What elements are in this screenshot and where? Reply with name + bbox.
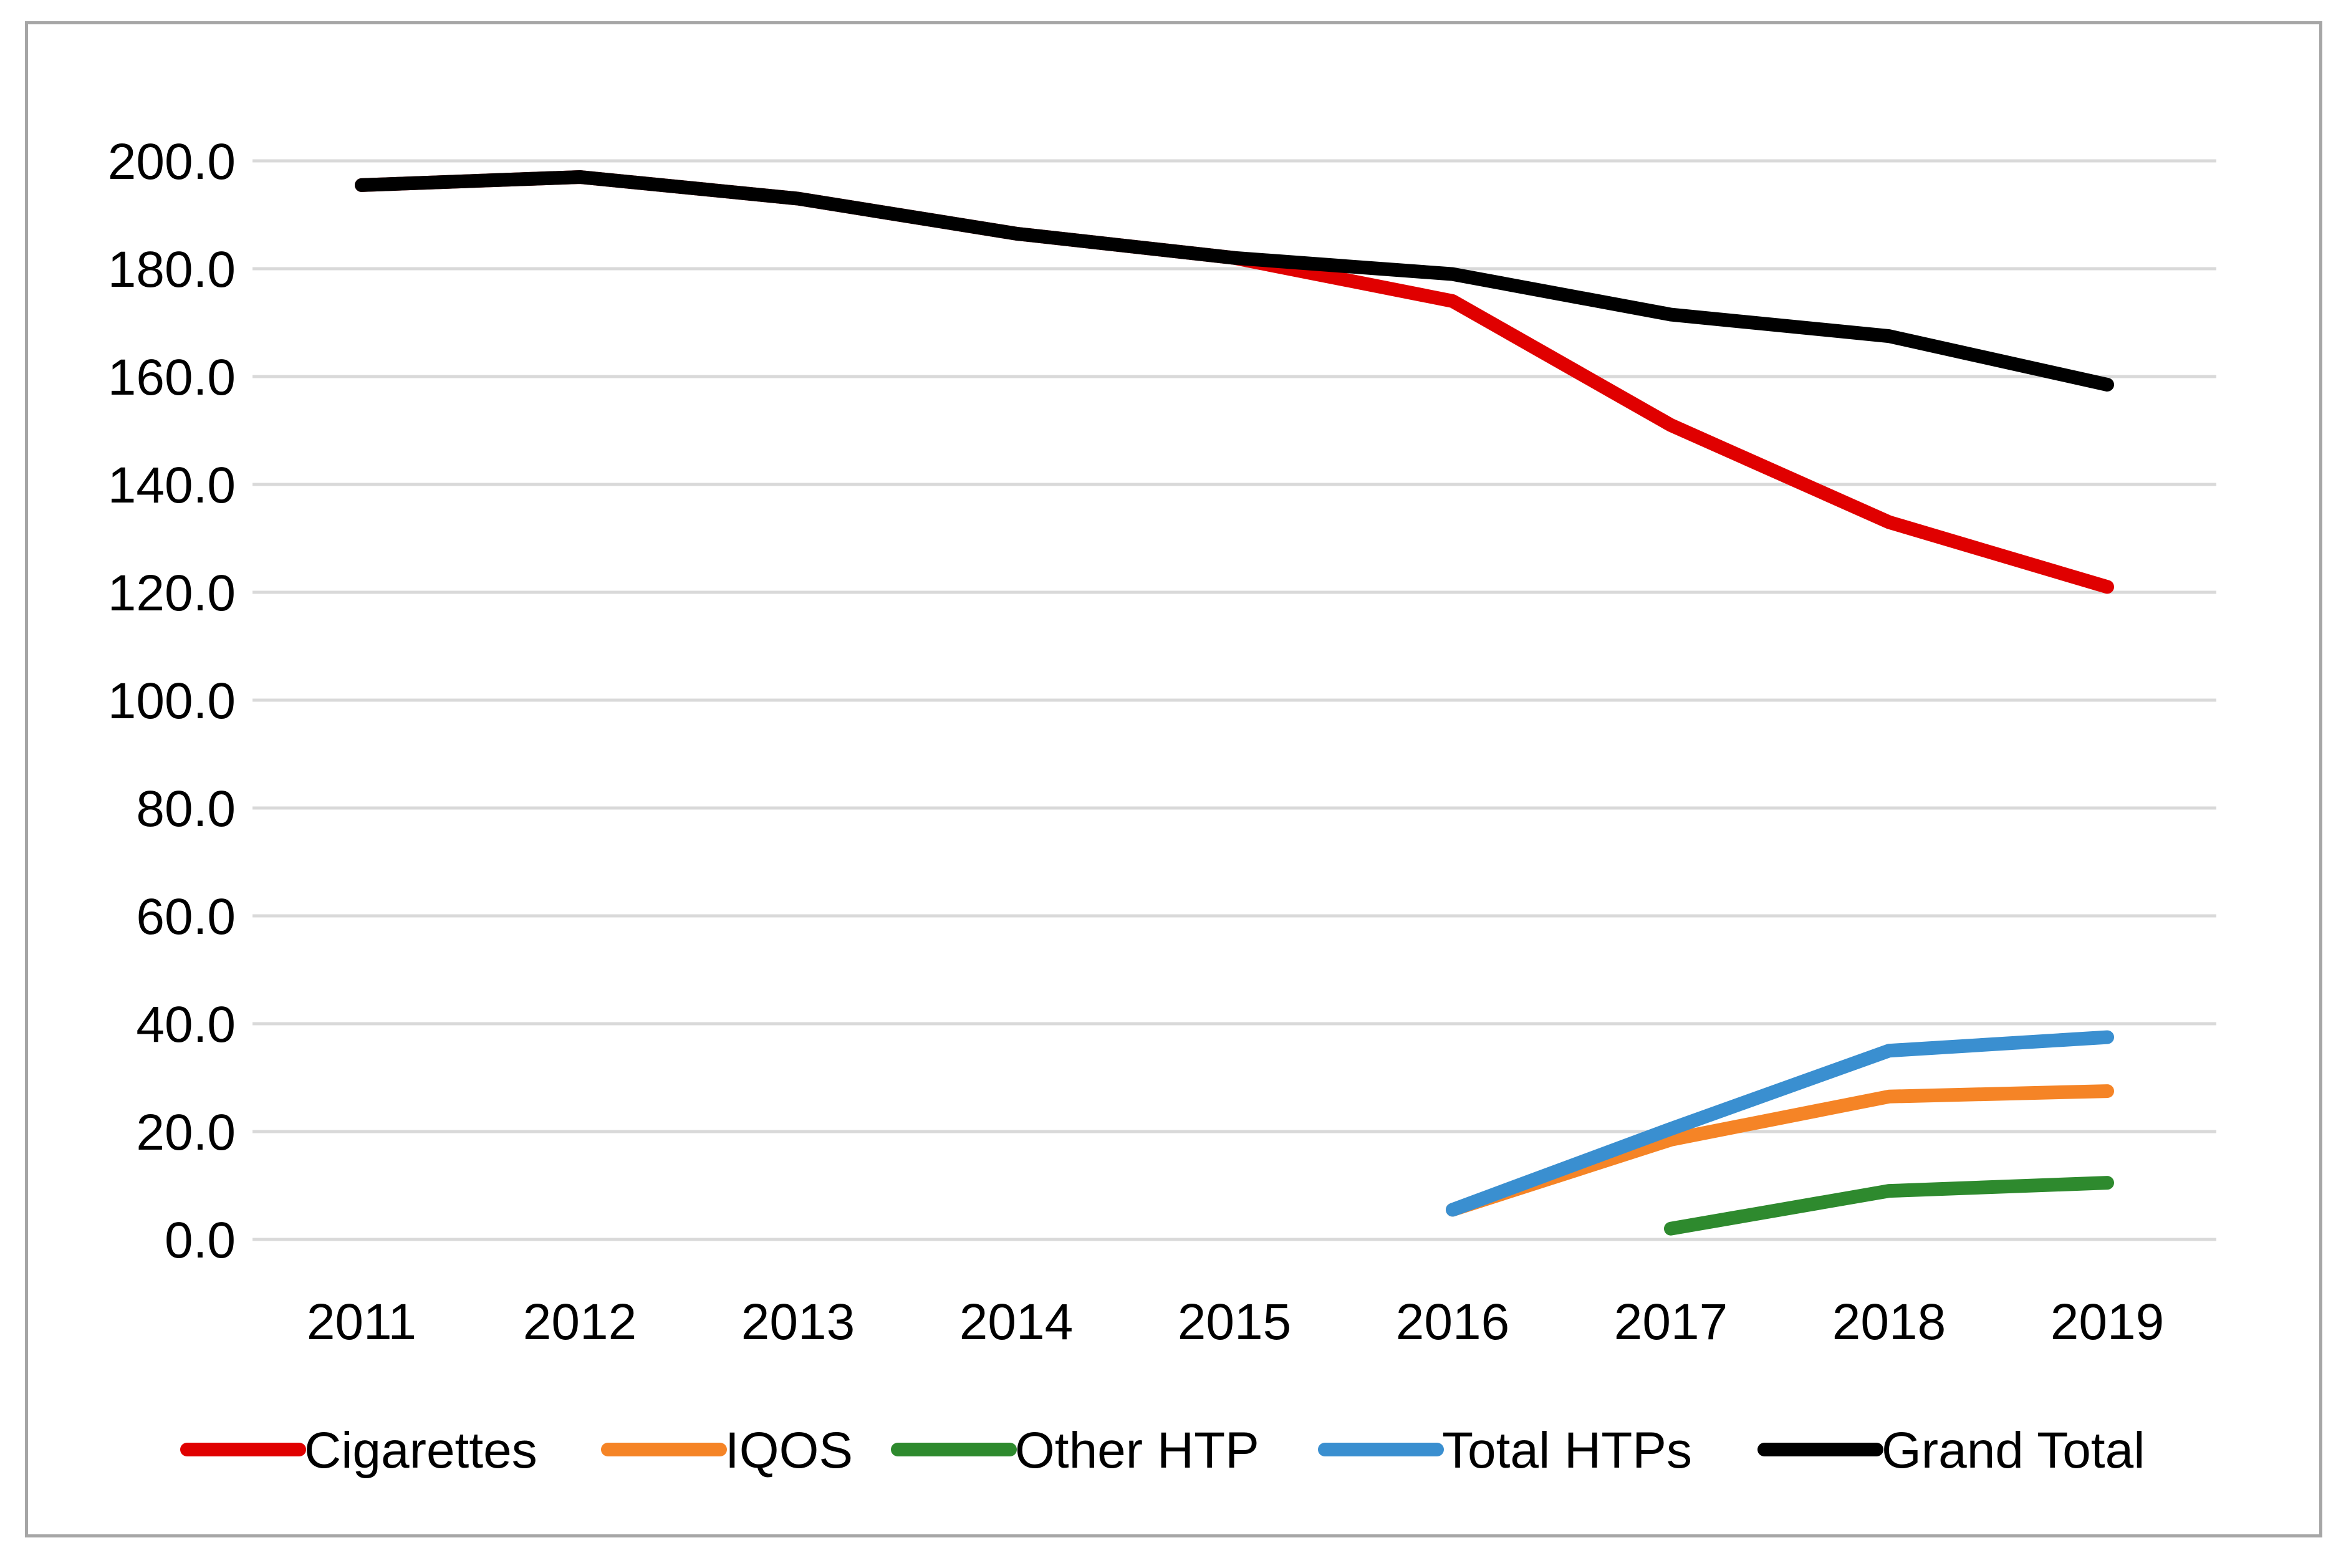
y-tick-label: 20.0	[136, 1104, 236, 1161]
series-line-other-htp	[1664, 1176, 2114, 1236]
legend-label: Total HTPs	[1442, 1422, 1692, 1479]
series-line-grand-total	[355, 170, 2114, 392]
y-tick-label: 180.0	[108, 241, 236, 298]
data-point-grand-total	[1016, 233, 1017, 234]
x-tick-label: 2015	[1178, 1294, 1291, 1350]
x-tick-label: 2019	[2051, 1294, 2164, 1350]
x-axis-tick-labels: 2011 2012 2013 2014 2015 2016 2017 2018 2019	[307, 1294, 2164, 1350]
series-lines	[355, 170, 2114, 1236]
y-tick-label: 0.0	[165, 1212, 236, 1269]
data-point-iqos	[2107, 1091, 2108, 1092]
data-point-grand-total	[2107, 384, 2108, 385]
legend-label: Cigarettes	[304, 1422, 537, 1479]
y-tick-label: 80.0	[136, 781, 236, 837]
y-tick-label: 140.0	[108, 457, 236, 514]
legend-item-cigarettes: Cigarettes	[180, 1422, 537, 1479]
x-tick-label: 2013	[741, 1294, 855, 1350]
data-point-grand-total	[1889, 336, 1890, 337]
legend-item-grand-total: Grand Total	[1757, 1422, 2145, 1479]
x-tick-label: 2011	[307, 1294, 416, 1350]
y-tick-label: 100.0	[108, 673, 236, 729]
x-tick-label: 2016	[1396, 1294, 1509, 1350]
series-line-cigarettes	[355, 170, 2114, 594]
legend: Cigarettes IQOS Other HTP Total HTPs Grand T…	[180, 1422, 2145, 1479]
y-tick-label: 60.0	[136, 888, 236, 945]
x-tick-label: 2017	[1614, 1294, 1728, 1350]
gridlines	[252, 159, 2216, 1241]
legend-label: Grand Total	[1882, 1422, 2145, 1479]
y-tick-label: 160.0	[108, 349, 236, 406]
legend-item-other-htp: Other HTP	[891, 1422, 1259, 1479]
x-tick-label: 2018	[1832, 1294, 1946, 1350]
legend-item-total-htps: Total HTPs	[1318, 1422, 1692, 1479]
x-tick-label: 2014	[959, 1294, 1073, 1350]
y-tick-label: 120.0	[108, 565, 236, 622]
series-line-total-htps	[1446, 1030, 2114, 1217]
y-tick-label: 40.0	[136, 996, 236, 1053]
y-axis-tick-labels: 0.0 20.0 40.0 60.0 80.0 100.0 120.0 140.0 160.0 1…	[108, 133, 236, 1269]
chart-frame	[25, 21, 2322, 1537]
y-tick-label: 200.0	[108, 133, 236, 190]
legend-label: Other HTP	[1015, 1422, 1259, 1479]
data-point-grand-total	[1234, 257, 1235, 258]
data-point-grand-total	[798, 198, 799, 199]
legend-label: IQOS	[725, 1422, 853, 1479]
data-point-iqos	[1889, 1096, 1890, 1097]
legend-item-iqos: IQOS	[601, 1422, 853, 1479]
x-tick-label: 2012	[523, 1294, 637, 1350]
